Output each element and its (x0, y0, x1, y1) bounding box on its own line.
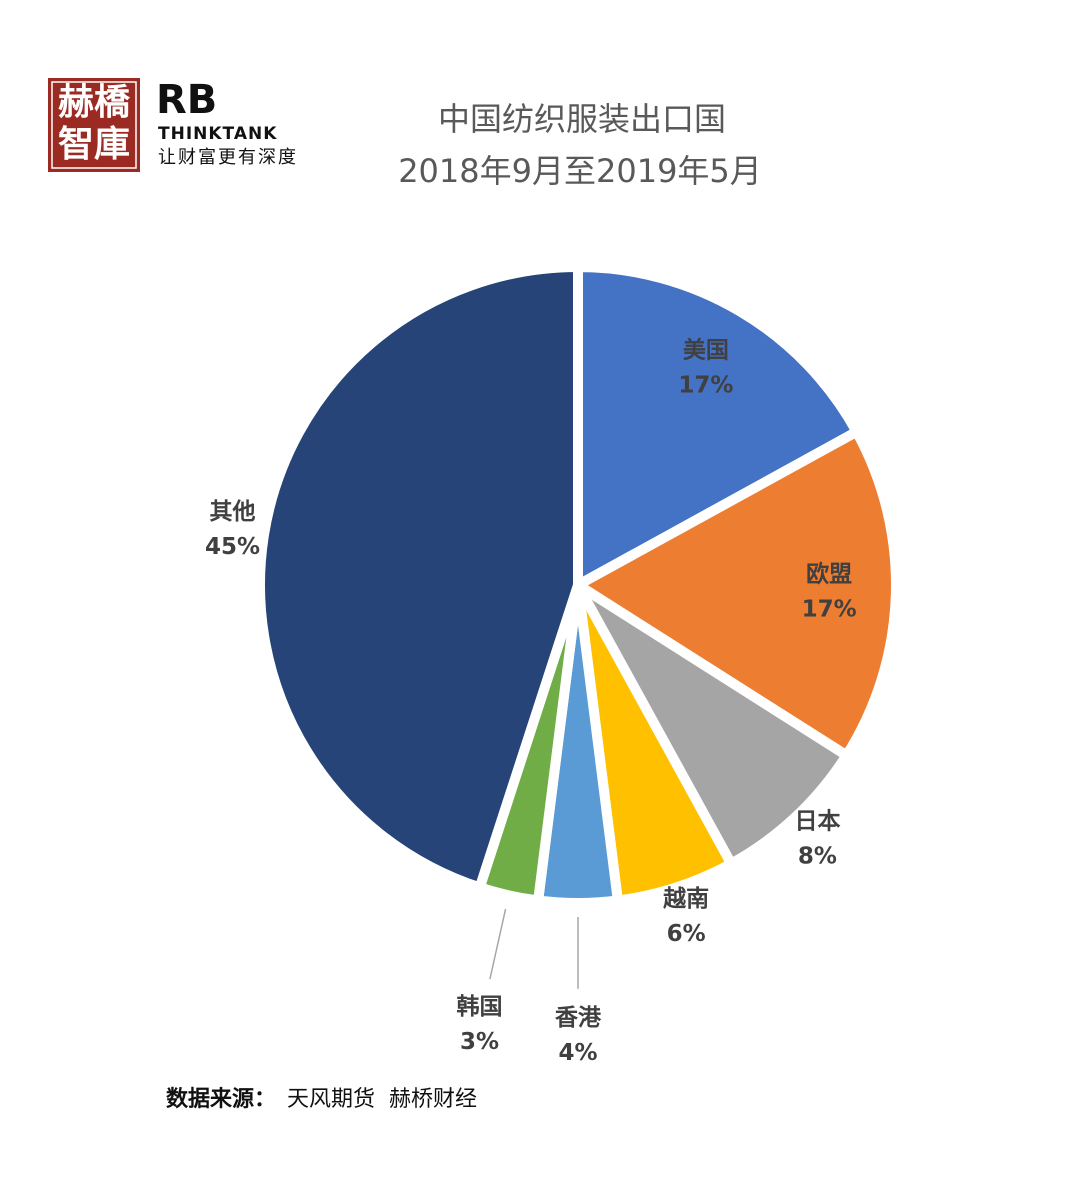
logo-frame (51, 81, 137, 169)
value-label: 45% (205, 534, 260, 560)
logo-mark-top: 赫橋 (58, 82, 130, 123)
logo-slogan: 让财富更有深度 (158, 147, 298, 168)
slice-label: 欧盟 (806, 561, 852, 587)
slice-label: 美国 (683, 336, 729, 363)
pie-slice (573, 426, 901, 761)
chart-title: 中国纺织服装出口国 (438, 100, 726, 138)
logo: 赫橋 智庫 RB THINKTANK 让财富更有深度 (48, 77, 298, 172)
logo-brand: RB (156, 77, 217, 123)
logo-brand-sub: THINKTANK (158, 124, 277, 144)
source-label: 数据来源： (166, 1086, 276, 1112)
value-label: 6% (667, 921, 706, 947)
value-label: 17% (802, 596, 857, 622)
chart-subtitle: 2018年9月至2019年5月 (398, 152, 762, 190)
slice-label: 日本 (794, 808, 840, 834)
source: 天风期货 赫桥财经 (287, 1087, 477, 1112)
pie-slice (573, 580, 852, 869)
value-label: 17% (678, 372, 733, 398)
pie-slice (255, 262, 583, 893)
value-label: 8% (798, 843, 837, 869)
slice-label: 其他 (210, 499, 256, 525)
value-label: 4% (558, 1040, 597, 1066)
logo-mark-bottom: 智庫 (58, 124, 130, 165)
slice-label: 韩国 (456, 993, 502, 1020)
slice-label: 越南 (663, 886, 709, 912)
slice-label: 香港 (555, 1005, 602, 1031)
value-label: 3% (460, 1029, 499, 1055)
leader-line (489, 908, 507, 980)
pie-slice (573, 262, 862, 590)
logo-mark (48, 78, 140, 172)
